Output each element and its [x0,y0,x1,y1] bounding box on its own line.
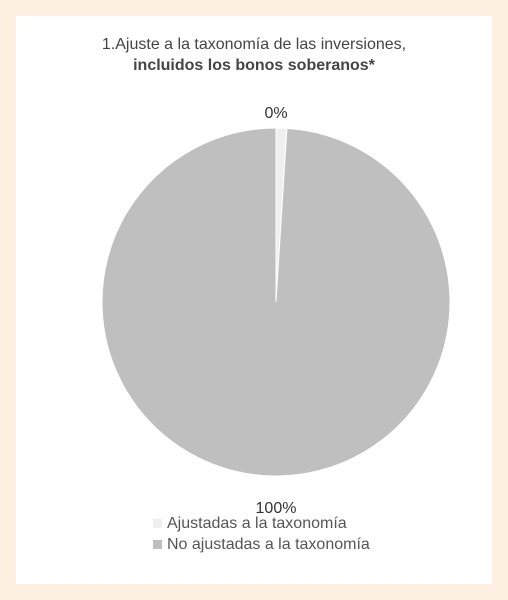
data-label-no-ajustadas: 100% [256,500,297,517]
pie-slice-no-ajustadas [101,127,451,477]
legend-swatch-no-ajustadas [153,540,162,549]
legend-label-no-ajustadas: No ajustadas a la taxonomía [167,536,370,553]
legend-swatch-ajustadas [153,519,162,528]
legend-item-no-ajustadas: No ajustadas a la taxonomía [153,534,370,555]
chart-title: 1.Ajuste a la taxonomía de las inversion… [16,34,492,76]
pie-chart: 0% 100% [101,105,451,517]
chart-title-line-2: incluidos los bonos soberanos* [133,57,375,74]
legend-label-ajustadas: Ajustadas a la taxonomía [167,515,347,532]
legend-item-ajustadas: Ajustadas a la taxonomía [153,513,370,534]
data-label-ajustadas: 0% [264,105,287,122]
legend: Ajustadas a la taxonomía No ajustadas a … [153,513,370,555]
pie-slices [101,127,451,477]
chart-panel: 1.Ajuste a la taxonomía de las inversion… [16,16,492,584]
chart-title-line-1: 1.Ajuste a la taxonomía de las inversion… [101,36,407,53]
